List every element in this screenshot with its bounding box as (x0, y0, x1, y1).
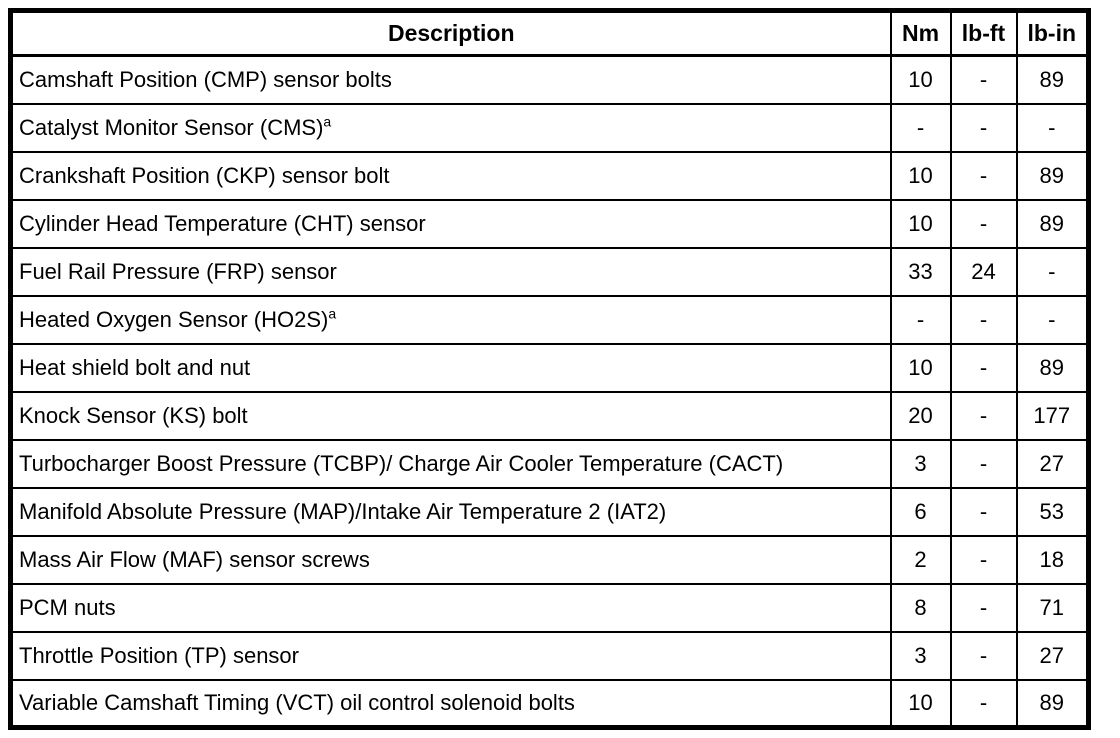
nm-cell: 3 (889, 438, 952, 489)
nm-cell: 10 (889, 342, 952, 393)
header-nm: Nm (889, 9, 952, 57)
table-row: PCM nuts 8-71 (9, 582, 1090, 633)
table-row: Mass Air Flow (MAF) sensor screws 2-18 (9, 534, 1090, 585)
table-row: Knock Sensor (KS) bolt 20-177 (9, 390, 1090, 441)
lb-ft-cell: - (949, 342, 1018, 393)
nm-cell: 10 (889, 150, 952, 201)
lb-ft-cell: - (949, 198, 1018, 249)
nm-cell: 20 (889, 390, 952, 441)
torque-spec-table: Description Nm lb-ft lb-in Camshaft Posi… (8, 8, 1091, 730)
description-cell: Heat shield bolt and nut (9, 342, 892, 393)
lb-ft-cell: - (949, 294, 1018, 345)
lb-in-cell: 18 (1015, 534, 1090, 585)
description-cell: Fuel Rail Pressure (FRP) sensor (9, 246, 892, 297)
description-cell: Variable Camshaft Timing (VCT) oil contr… (9, 678, 892, 729)
lb-ft-cell: - (949, 486, 1018, 537)
description-cell: Turbocharger Boost Pressure (TCBP)/ Char… (9, 438, 892, 489)
lb-ft-cell: - (949, 54, 1018, 105)
description-cell: Manifold Absolute Pressure (MAP)/Intake … (9, 486, 892, 537)
nm-cell: 33 (889, 246, 952, 297)
description-cell: Cylinder Head Temperature (CHT) sensor (9, 198, 892, 249)
lb-ft-cell: - (949, 534, 1018, 585)
table-row: Throttle Position (TP) sensor 3-27 (9, 630, 1090, 681)
nm-cell: 6 (889, 486, 952, 537)
nm-cell: 2 (889, 534, 952, 585)
lb-in-cell: 89 (1015, 198, 1090, 249)
lb-ft-cell: - (949, 630, 1018, 681)
nm-cell: 10 (889, 54, 952, 105)
header-lb-ft: lb-ft (949, 9, 1018, 57)
description-cell: Mass Air Flow (MAF) sensor screws (9, 534, 892, 585)
lb-in-cell: 89 (1015, 54, 1090, 105)
lb-in-cell: 27 (1015, 630, 1090, 681)
description-cell: Camshaft Position (CMP) sensor bolts (9, 54, 892, 105)
lb-in-cell: 89 (1015, 678, 1090, 729)
lb-in-cell: - (1015, 246, 1090, 297)
lb-ft-cell: - (949, 438, 1018, 489)
nm-cell: 10 (889, 678, 952, 729)
lb-in-cell: 89 (1015, 150, 1090, 201)
table-row: Heat shield bolt and nut 10-89 (9, 342, 1090, 393)
table-row: Variable Camshaft Timing (VCT) oil contr… (9, 678, 1090, 729)
lb-in-cell: 27 (1015, 438, 1090, 489)
table-row: Fuel Rail Pressure (FRP) sensor 33 24- (9, 246, 1090, 297)
description-cell: PCM nuts (9, 582, 892, 633)
lb-in-cell: - (1015, 102, 1090, 153)
lb-ft-cell: - (949, 678, 1018, 729)
table-row: Heated Oxygen Sensor (HO2S)a - - - (9, 294, 1090, 345)
header-lb-in: lb-in (1015, 9, 1090, 57)
description-cell: Throttle Position (TP) sensor (9, 630, 892, 681)
table-row: Crankshaft Position (CKP) sensor bolt 10-… (9, 150, 1090, 201)
lb-in-cell: 177 (1015, 390, 1090, 441)
description-cell: Heated Oxygen Sensor (HO2S)a (9, 294, 892, 345)
description-cell: Crankshaft Position (CKP) sensor bolt (9, 150, 892, 201)
description-cell: Knock Sensor (KS) bolt (9, 390, 892, 441)
lb-in-cell: 53 (1015, 486, 1090, 537)
footnote-marker: a (328, 305, 337, 322)
footnote-marker: a (323, 113, 332, 130)
table-row: Cylinder Head Temperature (CHT) sensor 10… (9, 198, 1090, 249)
table-row: Catalyst Monitor Sensor (CMS)a - - - (9, 102, 1090, 153)
lb-ft-cell: - (949, 150, 1018, 201)
header-description: Description (9, 9, 892, 57)
table-body: Camshaft Position (CMP) sensor bolts 10-8… (9, 54, 1090, 729)
table-row: Camshaft Position (CMP) sensor bolts 10-8… (9, 54, 1090, 105)
nm-cell: - (889, 102, 952, 153)
description-cell: Catalyst Monitor Sensor (CMS)a (9, 102, 892, 153)
lb-ft-cell: - (949, 102, 1018, 153)
header-row: Description Nm lb-ft lb-in (9, 9, 1090, 57)
nm-cell: 10 (889, 198, 952, 249)
lb-ft-cell: - (949, 582, 1018, 633)
nm-cell: - (889, 294, 952, 345)
table-row: Manifold Absolute Pressure (MAP)/Intake … (9, 486, 1090, 537)
lb-in-cell: 89 (1015, 342, 1090, 393)
lb-ft-cell: 24 (949, 246, 1018, 297)
nm-cell: 8 (889, 582, 952, 633)
lb-in-cell: 71 (1015, 582, 1090, 633)
table-row: Turbocharger Boost Pressure (TCBP)/ Char… (9, 438, 1090, 489)
nm-cell: 3 (889, 630, 952, 681)
lb-ft-cell: - (949, 390, 1018, 441)
lb-in-cell: - (1015, 294, 1090, 345)
